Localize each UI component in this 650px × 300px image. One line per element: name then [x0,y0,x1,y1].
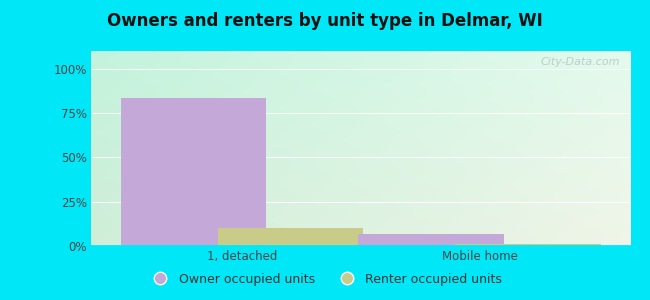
Text: Owners and renters by unit type in Delmar, WI: Owners and renters by unit type in Delma… [107,12,543,30]
Bar [121,98,266,246]
Legend: Owner occupied units, Renter occupied units: Owner occupied units, Renter occupied un… [143,268,507,291]
Text: City-Data.com: City-Data.com [540,57,619,67]
Bar [218,228,363,246]
Bar [455,244,601,246]
Bar [358,234,504,246]
